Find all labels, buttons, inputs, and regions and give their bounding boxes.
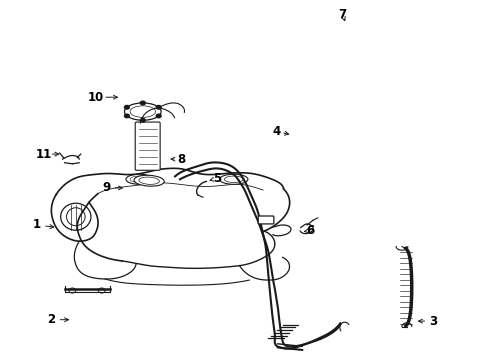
Text: 8: 8 [177, 153, 184, 166]
Text: 9: 9 [102, 181, 110, 194]
Circle shape [140, 118, 145, 122]
Circle shape [156, 105, 161, 109]
FancyBboxPatch shape [258, 216, 273, 224]
Text: 6: 6 [306, 224, 314, 237]
Text: 7: 7 [338, 8, 346, 21]
Ellipse shape [219, 174, 247, 184]
Text: 3: 3 [428, 315, 436, 328]
Text: 11: 11 [36, 148, 52, 161]
Text: 10: 10 [87, 91, 103, 104]
Ellipse shape [134, 175, 164, 186]
Text: 2: 2 [47, 313, 55, 326]
Circle shape [124, 105, 129, 109]
Circle shape [124, 114, 129, 118]
Text: 4: 4 [272, 125, 280, 138]
Text: 1: 1 [33, 219, 41, 231]
Circle shape [156, 114, 161, 118]
FancyBboxPatch shape [135, 122, 160, 170]
Circle shape [140, 101, 145, 105]
Text: 5: 5 [213, 172, 221, 185]
